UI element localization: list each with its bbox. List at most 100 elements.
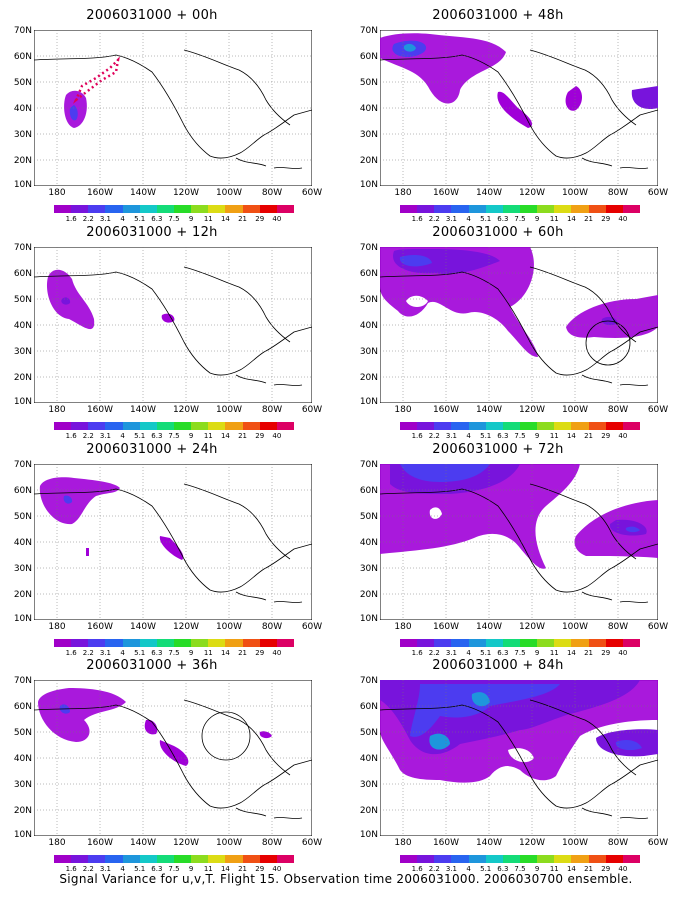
colorbar-swatch (605, 422, 623, 430)
colorbar-swatch (156, 855, 174, 863)
lat-tick: 30N (359, 347, 378, 357)
lon-tick: 100W (561, 838, 589, 848)
colorbar-swatch (451, 205, 469, 213)
colorbar-swatch (122, 855, 140, 863)
lat-tick: 40N (13, 754, 32, 764)
colorbar-swatch (468, 855, 486, 863)
lat-tick: 10N (359, 180, 378, 190)
colorbar-swatch (156, 422, 174, 430)
lat-tick: 20N (359, 156, 378, 166)
colorbar-swatch (156, 639, 174, 647)
colorbar-swatch (54, 855, 72, 863)
lon-tick: 80W (261, 838, 283, 848)
colorbar-label: 6.3 (151, 215, 163, 223)
colorbar-swatch (537, 639, 555, 647)
colorbar-label: 40 (618, 215, 628, 223)
colorbar-label: 11 (549, 432, 559, 440)
colorbar-swatch (191, 639, 209, 647)
colorbar-label: 40 (272, 865, 282, 873)
lon-tick: 60W (647, 188, 669, 198)
colorbar-swatch (571, 205, 589, 213)
colorbar-swatch (242, 205, 260, 213)
lat-tick: 50N (13, 512, 32, 522)
lat-tick: 60N (359, 486, 378, 496)
colorbar-label: 1.6 (65, 649, 77, 657)
lat-tick: 10N (13, 830, 32, 840)
lon-tick: 80W (261, 188, 283, 198)
colorbar-swatch (88, 639, 106, 647)
lon-tick: 60W (301, 405, 323, 415)
variance-core (69, 105, 78, 121)
flight-track (72, 56, 120, 104)
colorbar-swatch (139, 855, 157, 863)
lat-tick: 10N (13, 180, 32, 190)
lat-tick: 70N (359, 460, 378, 470)
coastline (380, 271, 658, 376)
map-panel-00h: 2006031000 + 00h 70N 60N 50N 40N 30N 20N… (2, 8, 322, 223)
lat-tick: 40N (13, 104, 32, 114)
colorbar-swatch (605, 855, 623, 863)
colorbar-label: 9 (188, 215, 194, 223)
colorbar-swatch (71, 422, 89, 430)
lat-tick: 50N (359, 78, 378, 88)
colorbar-swatch (622, 639, 640, 647)
colorbar-labels: 1.6 2.2 3.1 4 5.1 6.3 7.5 9 11 14 21 29 40 (54, 432, 294, 442)
lon-tick: 80W (607, 188, 629, 198)
lat-tick: 60N (359, 269, 378, 279)
map-plot (380, 464, 658, 620)
lat-tick: 70N (13, 26, 32, 36)
colorbar-swatch (588, 639, 606, 647)
colorbar-swatch (105, 422, 123, 430)
colorbar-label: 40 (272, 432, 282, 440)
colorbar-label: 4 (120, 215, 125, 223)
lon-tick: 140W (475, 405, 503, 415)
colorbar-swatch (88, 422, 106, 430)
colorbar-swatch (54, 422, 72, 430)
colorbar-label: 4 (120, 649, 125, 657)
colorbar-swatch (242, 855, 260, 863)
colorbar-label: 7.5 (514, 649, 526, 657)
colorbar-swatch (242, 422, 260, 430)
lat-tick: 10N (359, 830, 378, 840)
colorbar-label: 40 (272, 215, 282, 223)
coastline (34, 488, 312, 593)
colorbar-label: 5.1 (480, 865, 492, 873)
colorbar-label: 3.1 (99, 215, 111, 223)
colorbar-label: 2.2 (428, 432, 440, 440)
colorbar-swatch (259, 205, 277, 213)
colorbar-label: 1.6 (411, 215, 423, 223)
colorbar-swatch (276, 422, 294, 430)
colorbar-swatch (105, 205, 123, 213)
colorbar-swatch (225, 639, 243, 647)
colorbar-labels: 1.6 2.2 3.1 4 5.1 6.3 7.5 9 11 14 21 29 40 (54, 865, 294, 875)
lat-tick: 70N (359, 243, 378, 253)
colorbar-label: 4 (120, 432, 125, 440)
map-plot (380, 680, 658, 836)
lat-tick: 10N (13, 614, 32, 624)
map-plot (34, 247, 312, 403)
lon-tick: 120W (518, 188, 546, 198)
colorbar-label: 4 (466, 215, 471, 223)
colorbar-swatch (451, 639, 469, 647)
colorbar-labels: 1.6 2.2 3.1 4 5.1 6.3 7.5 9 11 14 21 29 40 (400, 215, 640, 225)
lon-tick: 180 (48, 188, 66, 198)
lon-tick: 100W (215, 838, 243, 848)
colorbar-swatch (88, 855, 106, 863)
colorbar-label: 6.3 (497, 215, 509, 223)
lon-tick: 160W (432, 622, 460, 632)
colorbar-swatch (225, 422, 243, 430)
lon-tick: 120W (172, 188, 200, 198)
colorbar-swatch (105, 639, 123, 647)
colorbar-label: 4 (466, 865, 471, 873)
colorbar-swatch (122, 422, 140, 430)
colorbar-swatch (434, 422, 452, 430)
colorbar-swatch (71, 639, 89, 647)
colorbar-label: 9 (188, 865, 194, 873)
lat-tick: 20N (13, 806, 32, 816)
lat-tick: 30N (13, 564, 32, 574)
colorbar (54, 205, 294, 213)
lat-tick: 30N (359, 130, 378, 140)
colorbar-swatch (139, 422, 157, 430)
colorbar-swatch (622, 855, 640, 863)
colorbar-label: 9 (534, 865, 540, 873)
